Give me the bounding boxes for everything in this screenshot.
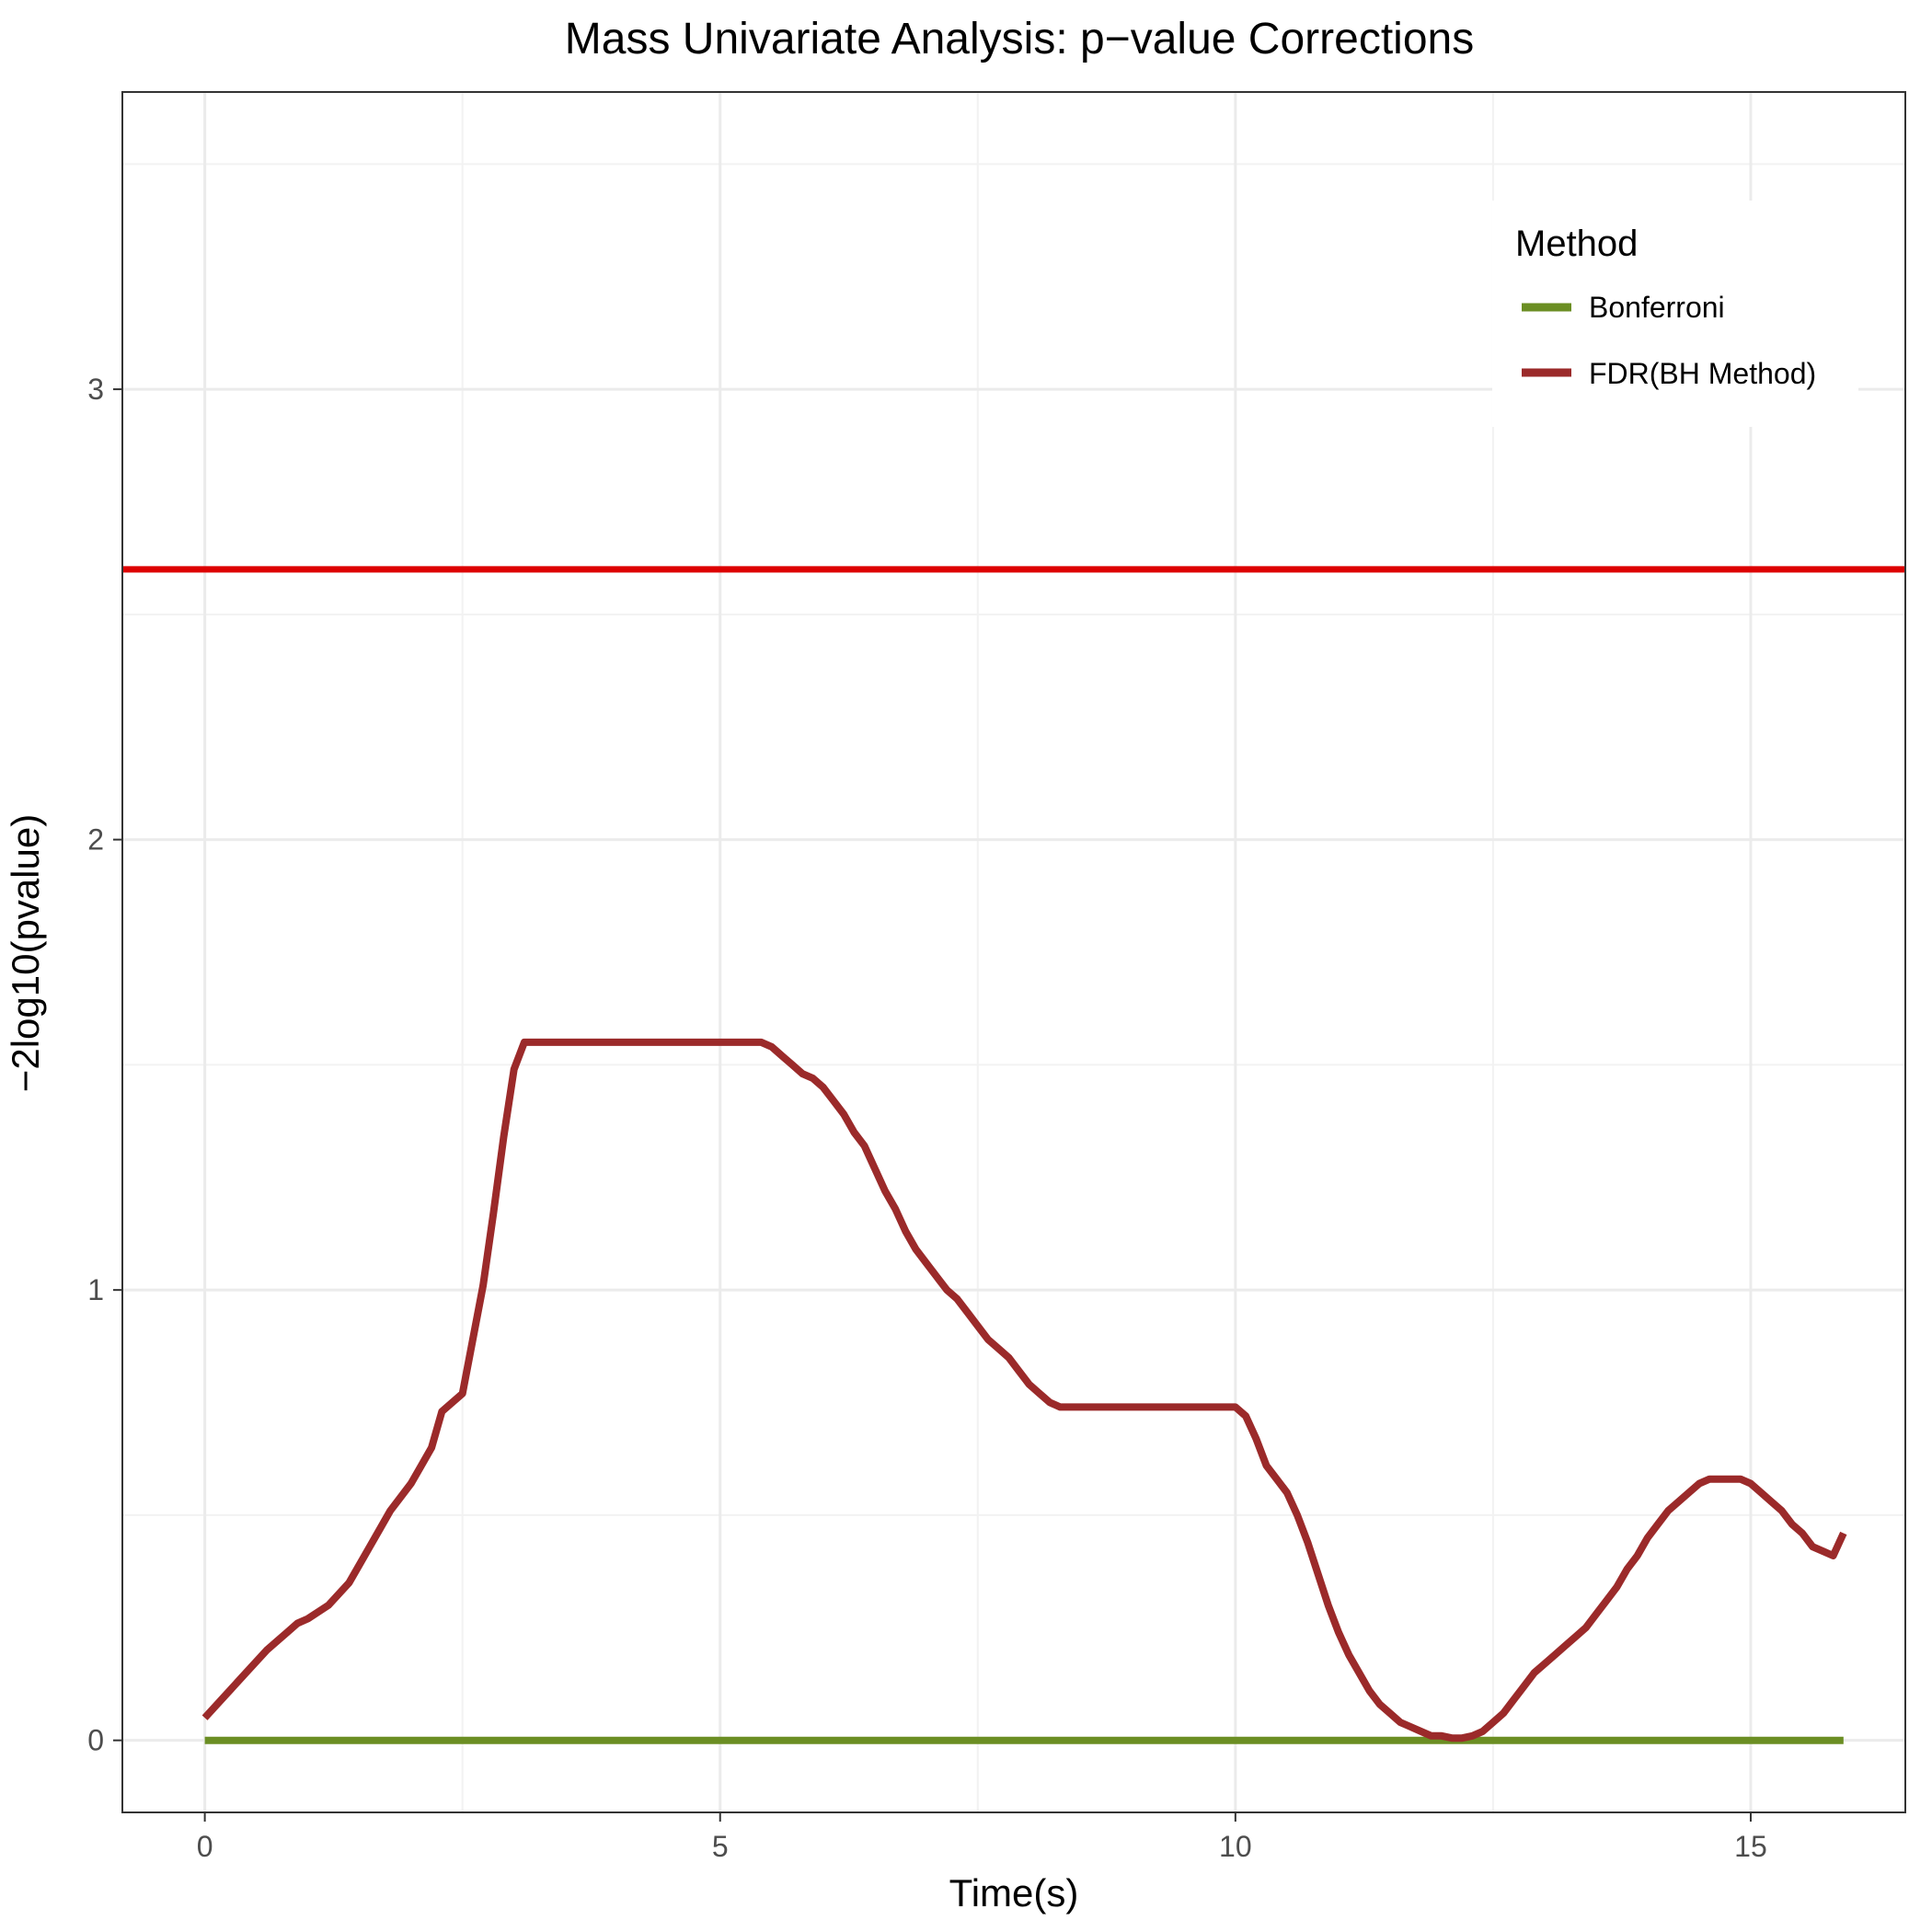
legend-label-fdr: FDR(BH Method)	[1589, 357, 1816, 390]
minor-grid	[122, 92, 1905, 1812]
series-layer	[201, 1038, 1847, 1744]
x-tick-label: 0	[197, 1830, 213, 1863]
x-tick-label: 5	[712, 1830, 729, 1863]
legend-title: Method	[1515, 224, 1638, 264]
plot-border	[121, 91, 1906, 1813]
x-tick-label: 10	[1219, 1830, 1252, 1863]
y-axis: 0 1 2 3	[87, 373, 122, 1757]
legend-background	[1492, 201, 1858, 427]
y-tick-label: 3	[87, 373, 104, 406]
y-tick-label: 0	[87, 1724, 104, 1757]
y-tick-label: 2	[87, 823, 104, 857]
series-line-fdr	[201, 1038, 1847, 1742]
x-axis: 0 5 10 15	[197, 1812, 1767, 1863]
legend: Method Bonferroni FDR(BH Method)	[1492, 201, 1858, 427]
chart-title: Mass Univariate Analysis: p−value Correc…	[565, 15, 1474, 63]
x-axis-title: Time(s)	[949, 1871, 1079, 1915]
legend-label-bonferroni: Bonferroni	[1589, 291, 1725, 324]
y-tick-label: 1	[87, 1273, 104, 1306]
x-tick-label: 15	[1734, 1830, 1767, 1863]
y-axis-title: −2log10(pvalue)	[4, 814, 47, 1092]
